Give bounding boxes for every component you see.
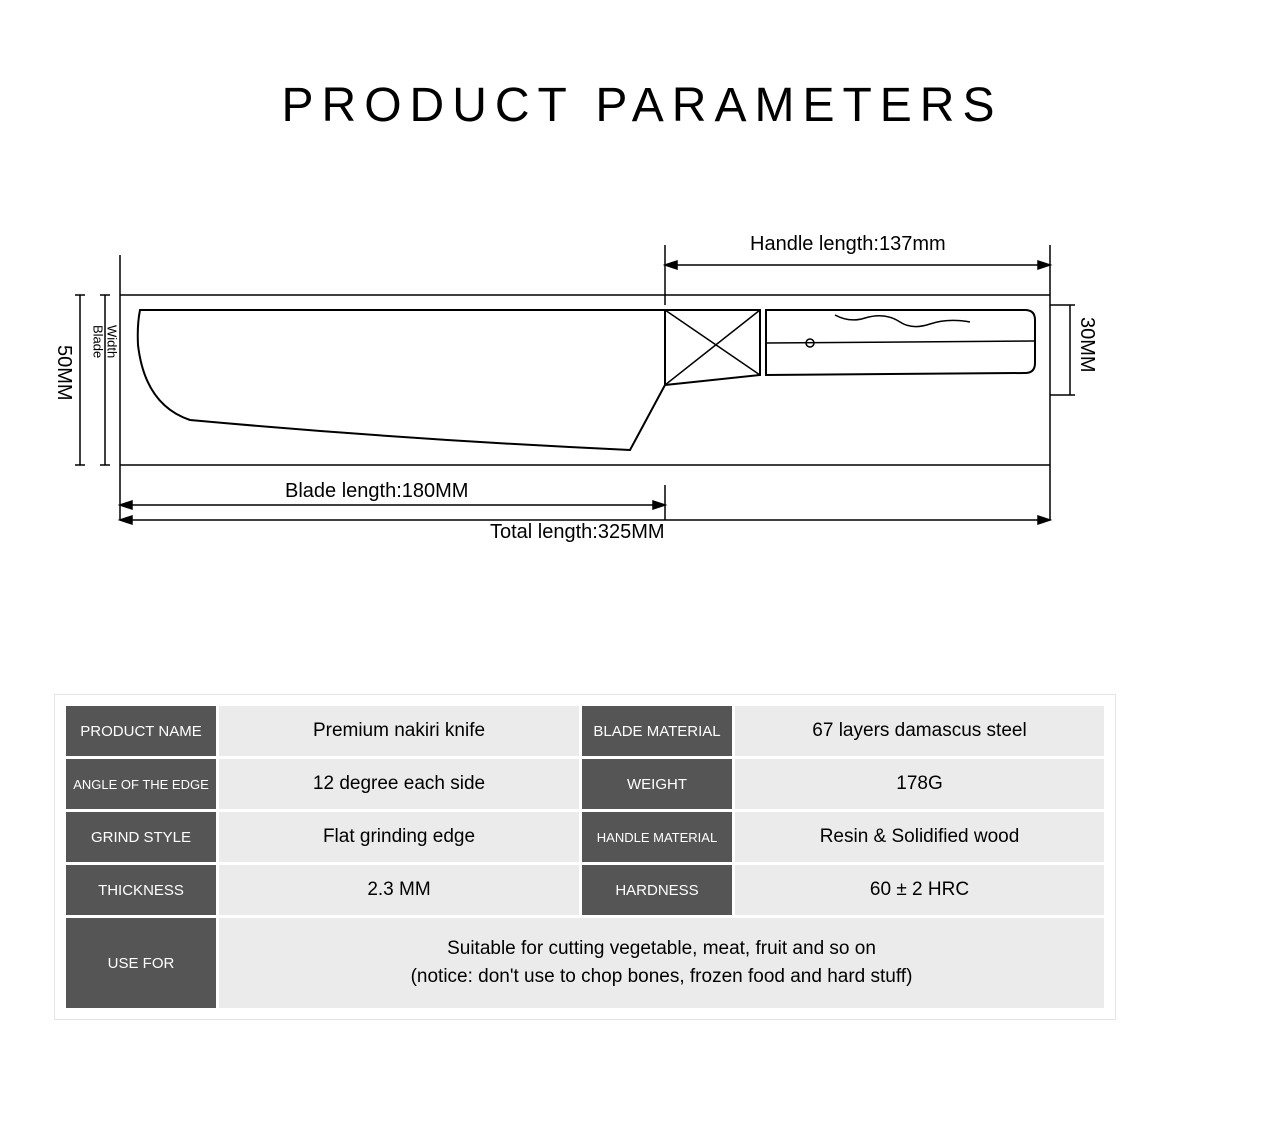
use-for-value: Suitable for cutting vegetable, meat, fr… bbox=[219, 918, 1104, 1008]
table-row: USE FOR Suitable for cutting vegetable, … bbox=[66, 918, 1104, 1008]
spec-header: BLADE MATERIAL bbox=[582, 706, 732, 756]
knife-svg bbox=[60, 225, 1110, 555]
blade-width-label-2: Width bbox=[104, 325, 118, 358]
spec-value: Flat grinding edge bbox=[219, 812, 579, 862]
knife-diagram: 50MM Blade Width 30MM Handle length:137m… bbox=[60, 225, 1110, 555]
spec-header: HARDNESS bbox=[582, 865, 732, 915]
page: PRODUCT PARAMETERS bbox=[0, 0, 1284, 1146]
spec-value: 67 layers damascus steel bbox=[735, 706, 1104, 756]
spec-value: 178G bbox=[735, 759, 1104, 809]
spec-table-inner: PRODUCT NAME Premium nakiri knife BLADE … bbox=[63, 703, 1107, 1011]
spec-header: HANDLE MATERIAL bbox=[582, 812, 732, 862]
page-title: PRODUCT PARAMETERS bbox=[0, 78, 1284, 133]
use-for-line2: (notice: don't use to chop bones, frozen… bbox=[220, 963, 1103, 992]
use-for-line1: Suitable for cutting vegetable, meat, fr… bbox=[220, 935, 1103, 964]
spec-table: PRODUCT NAME Premium nakiri knife BLADE … bbox=[54, 694, 1116, 1020]
spec-value: 12 degree each side bbox=[219, 759, 579, 809]
spec-header: GRIND STYLE bbox=[66, 812, 216, 862]
handle-height-value: 30MM bbox=[1075, 317, 1098, 373]
table-row: GRIND STYLE Flat grinding edge HANDLE MA… bbox=[66, 812, 1104, 862]
total-length-label: Total length:325MM bbox=[490, 521, 665, 544]
spec-value: 2.3 MM bbox=[219, 865, 579, 915]
table-row: ANGLE OF THE EDGE 12 degree each side WE… bbox=[66, 759, 1104, 809]
table-row: PRODUCT NAME Premium nakiri knife BLADE … bbox=[66, 706, 1104, 756]
use-for-header: USE FOR bbox=[66, 918, 216, 1008]
spec-header: WEIGHT bbox=[582, 759, 732, 809]
blade-width-value: 50MM bbox=[52, 345, 75, 401]
spec-value: Resin & Solidified wood bbox=[735, 812, 1104, 862]
spec-header: PRODUCT NAME bbox=[66, 706, 216, 756]
spec-header: ANGLE OF THE EDGE bbox=[66, 759, 216, 809]
spec-value: Premium nakiri knife bbox=[219, 706, 579, 756]
spec-value: 60 ± 2 HRC bbox=[735, 865, 1104, 915]
handle-length-label: Handle length:137mm bbox=[750, 233, 946, 256]
blade-length-label: Blade length:180MM bbox=[285, 480, 468, 503]
spec-header: THICKNESS bbox=[66, 865, 216, 915]
table-row: THICKNESS 2.3 MM HARDNESS 60 ± 2 HRC bbox=[66, 865, 1104, 915]
blade-width-label-1: Blade bbox=[90, 325, 104, 358]
